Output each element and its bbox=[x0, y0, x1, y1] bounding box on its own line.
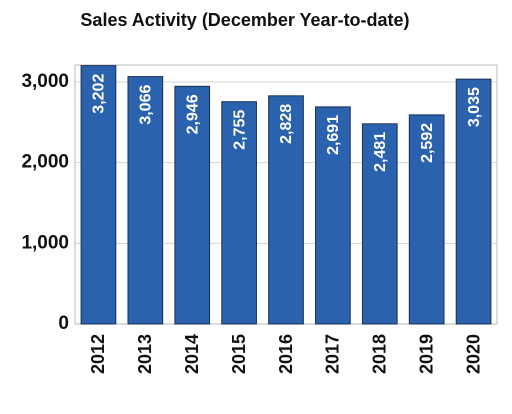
bar bbox=[315, 106, 351, 325]
x-tick-label: 2013 bbox=[135, 334, 155, 374]
bar bbox=[408, 114, 445, 325]
x-tick-label: 2012 bbox=[88, 334, 108, 374]
value-label: 3,066 bbox=[138, 85, 155, 125]
x-tick-label: 2016 bbox=[276, 334, 296, 374]
x-tick-label: 2015 bbox=[229, 334, 249, 374]
x-tick-label: 2014 bbox=[182, 334, 202, 374]
value-label: 2,828 bbox=[278, 104, 295, 144]
value-label: 2,481 bbox=[372, 132, 389, 172]
value-label: 2,691 bbox=[325, 115, 342, 155]
bar bbox=[268, 95, 304, 325]
x-tick-label: 2020 bbox=[463, 334, 483, 374]
chart-title: Sales Activity (December Year-to-date) bbox=[80, 10, 409, 30]
y-tick-label: 1,000 bbox=[21, 232, 69, 253]
value-label: 2,946 bbox=[184, 94, 201, 134]
bar bbox=[455, 78, 492, 325]
x-tick-label: 2018 bbox=[370, 334, 390, 374]
bar bbox=[174, 85, 211, 325]
value-label: 2,592 bbox=[419, 123, 436, 163]
value-label: 2,755 bbox=[231, 110, 248, 150]
value-label: 3,202 bbox=[91, 74, 108, 114]
bar bbox=[221, 101, 257, 325]
bar bbox=[127, 76, 164, 325]
y-tick-label: 3,000 bbox=[21, 71, 69, 92]
y-tick-label: 2,000 bbox=[21, 152, 69, 173]
bar bbox=[361, 123, 398, 325]
x-tick-label: 2017 bbox=[323, 334, 343, 374]
y-tick-label: 0 bbox=[58, 313, 69, 334]
value-label: 3,035 bbox=[466, 87, 483, 127]
x-tick-label: 2019 bbox=[416, 334, 436, 374]
bar bbox=[80, 65, 117, 325]
